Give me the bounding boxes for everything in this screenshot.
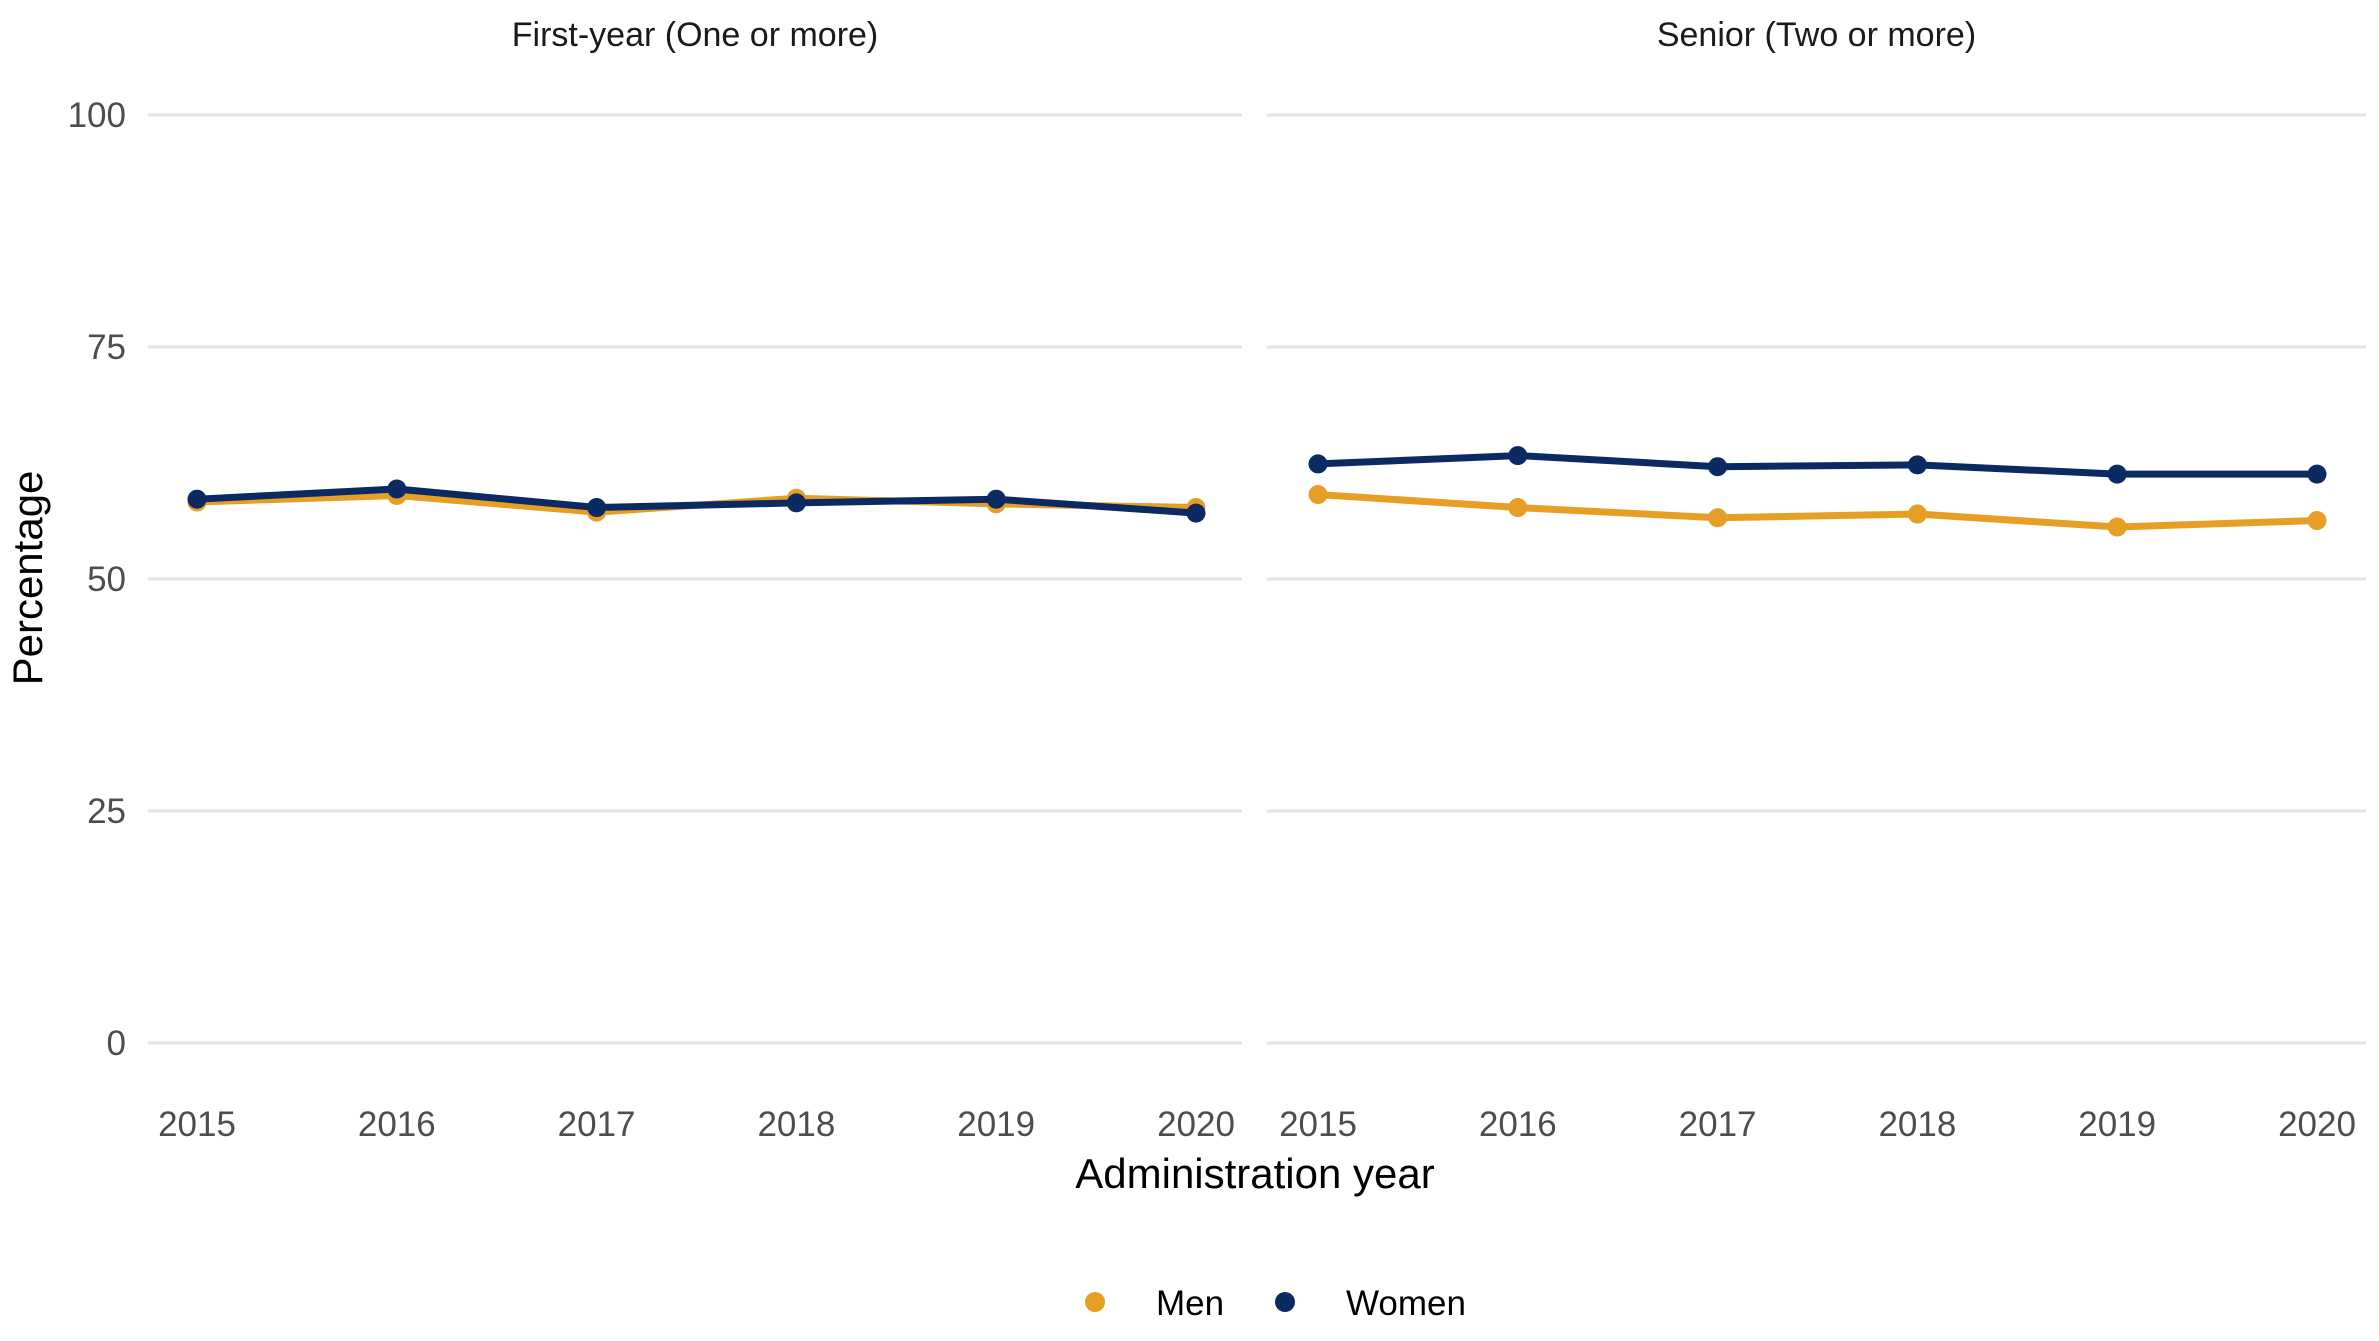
series-line	[1314, 452, 2321, 478]
series-women	[1308, 446, 2327, 484]
data-point	[1508, 446, 1528, 466]
series-men	[1308, 485, 2327, 537]
y-tick-label: 25	[87, 792, 126, 831]
x-tick-label: 2020	[1157, 1105, 1235, 1144]
x-tick-label: 2015	[1279, 1105, 1357, 1144]
legend-label: Women	[1346, 1284, 1466, 1323]
data-point	[1508, 498, 1528, 518]
y-tick-label: 50	[87, 560, 126, 599]
data-point	[2307, 511, 2327, 531]
data-point	[387, 479, 407, 499]
legend-item-men: Men	[1085, 1284, 1224, 1323]
legend-swatch	[1275, 1292, 1295, 1312]
x-tick-label: 2018	[757, 1105, 835, 1144]
panel-title: First-year (One or more)	[512, 16, 879, 54]
y-tick-label: 0	[107, 1024, 126, 1063]
panel-1: First-year (One or more) 2015 2016 2017 2018…	[148, 16, 1242, 1144]
data-point	[986, 489, 1006, 509]
x-tick-label: 2015	[158, 1105, 236, 1144]
y-tick-label: 75	[87, 328, 126, 367]
x-tick-label: 2018	[1878, 1105, 1956, 1144]
data-point	[1708, 457, 1728, 477]
data-point	[587, 498, 607, 518]
legend-label: Men	[1156, 1284, 1224, 1323]
y-axis: 0 25 50 75 100	[68, 96, 126, 1063]
data-point	[2307, 464, 2327, 484]
panel-2: Senior (Two or more) 2015 2016 2017 2018 2019…	[1267, 16, 2366, 1144]
y-tick-label: 100	[68, 96, 126, 135]
data-point	[1308, 454, 1328, 474]
data-point	[2107, 517, 2127, 537]
data-point	[187, 489, 207, 509]
legend-swatch	[1085, 1292, 1105, 1312]
series-women	[187, 479, 1206, 523]
legend-item-women: Women	[1275, 1284, 1466, 1323]
data-point	[1907, 455, 1927, 475]
x-tick-label: 2020	[2278, 1105, 2356, 1144]
x-tick-label: 2019	[2078, 1105, 2156, 1144]
y-axis-title: Percentage	[4, 471, 51, 686]
data-point	[2107, 464, 2127, 484]
data-point	[1907, 504, 1927, 524]
data-point	[1708, 508, 1728, 528]
x-tick-label: 2019	[957, 1105, 1035, 1144]
chart-panels: First-year (One or more) 2015 2016 2017 2018…	[68, 16, 2366, 1144]
x-tick-label: 2016	[1479, 1105, 1557, 1144]
data-point	[1308, 485, 1328, 505]
x-axis-title: Administration year	[1075, 1150, 1434, 1197]
series-line	[193, 485, 1200, 517]
x-tick-label: 2017	[1679, 1105, 1757, 1144]
legend: Men Women	[1085, 1284, 1466, 1323]
data-point	[786, 493, 806, 513]
series-line	[1314, 491, 2321, 531]
data-point	[1186, 503, 1206, 523]
panel-title: Senior (Two or more)	[1657, 16, 1976, 54]
x-tick-label: 2017	[558, 1105, 636, 1144]
x-tick-label: 2016	[358, 1105, 436, 1144]
